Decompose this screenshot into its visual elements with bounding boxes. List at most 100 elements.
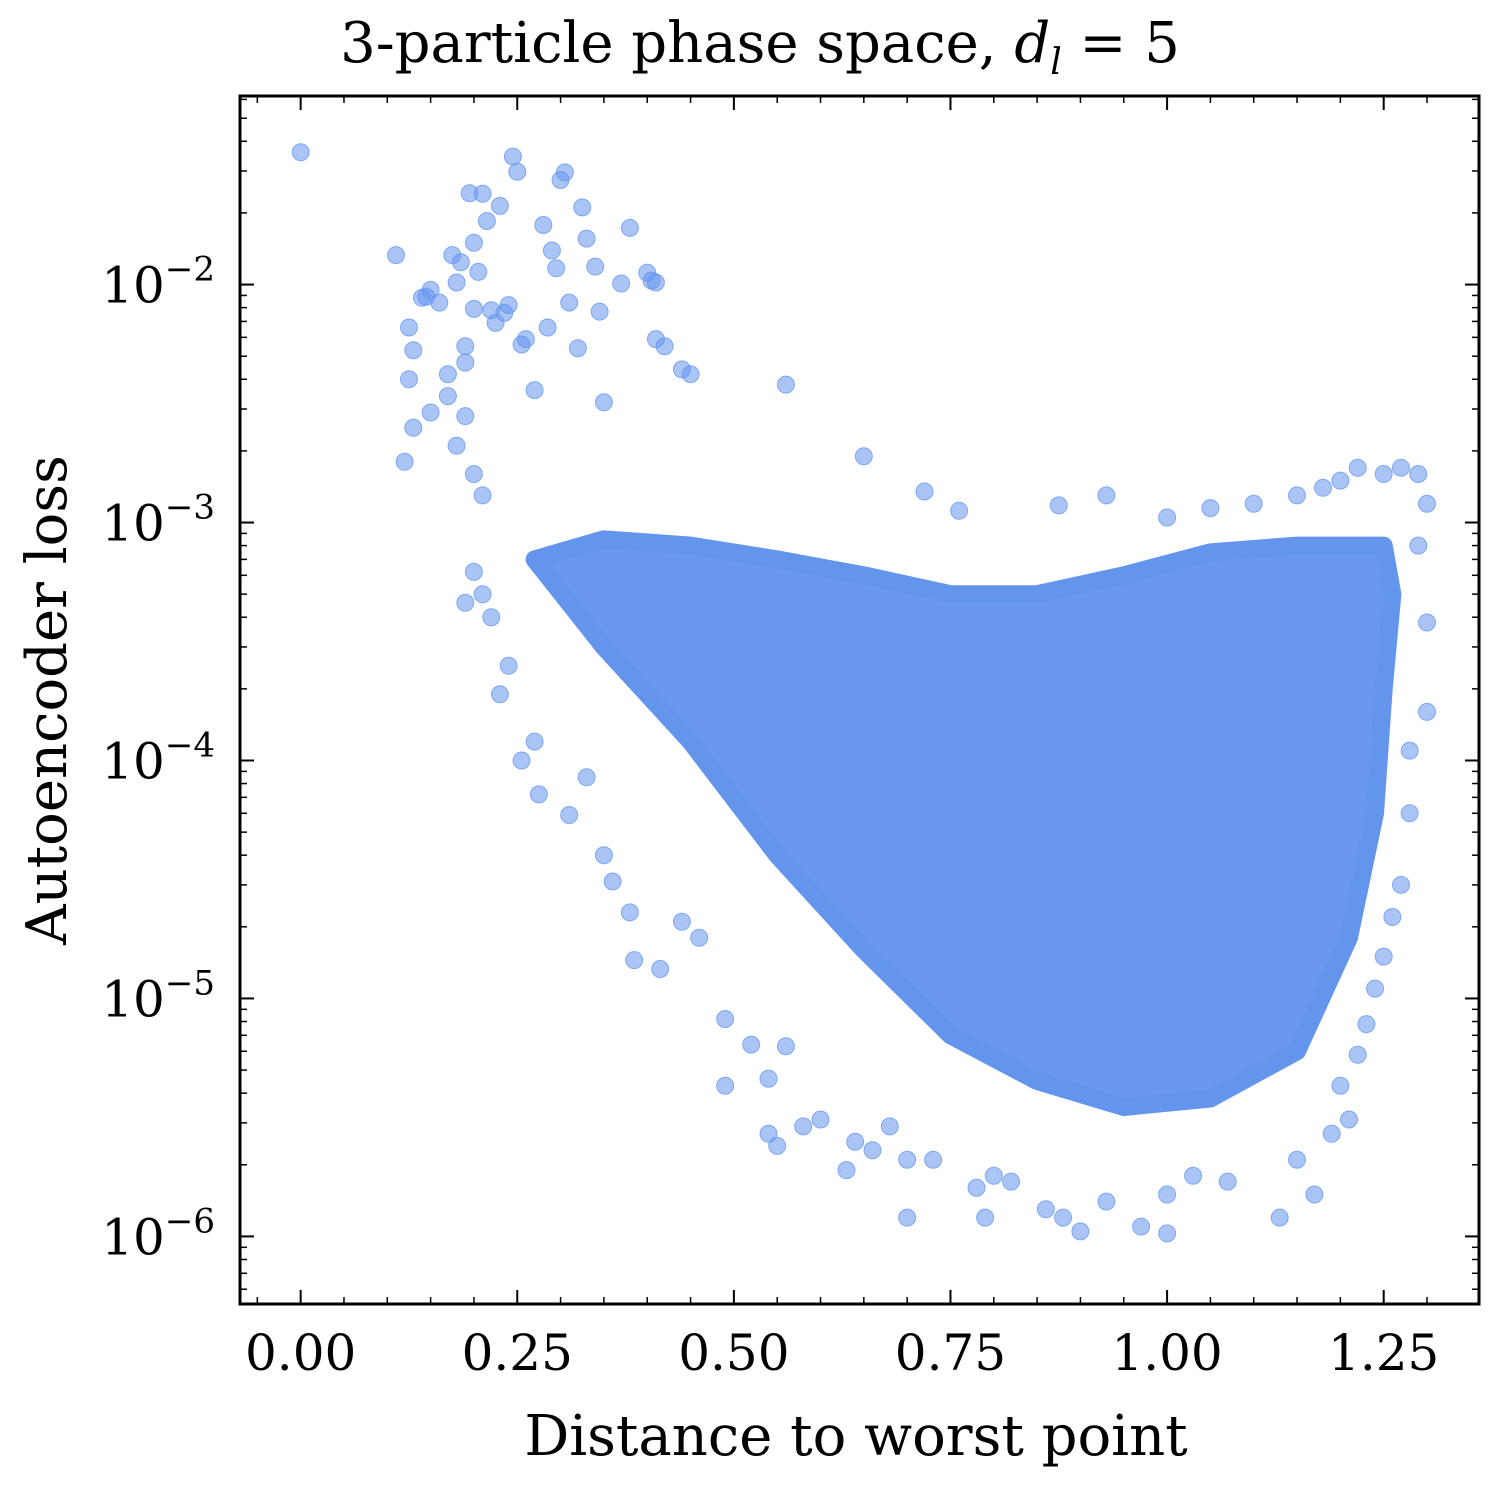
scatter-point [742, 1035, 761, 1054]
scatter-point [525, 381, 544, 400]
scatter-point [1409, 465, 1428, 483]
scatter-point [984, 1166, 1003, 1185]
scatter-point [1348, 458, 1367, 477]
scatter-point [1314, 478, 1332, 497]
scatter-point [594, 393, 613, 412]
scatter-point [1054, 1208, 1073, 1227]
scatter-point [603, 872, 622, 891]
chart-title: 3-particle phase space, dl = 5 [340, 11, 1180, 83]
scatter-point [590, 302, 609, 321]
scatter-point [776, 375, 795, 394]
scatter-point [499, 296, 518, 315]
scatter-point [573, 198, 592, 217]
scatter-point [854, 447, 873, 466]
point-density-cloud [525, 530, 1402, 1116]
x-tick-label: 1.25 [1328, 1324, 1439, 1382]
scatter-point [447, 273, 466, 292]
scatter-point [577, 229, 596, 248]
scatter-point [1288, 1150, 1306, 1169]
scatter-point [1071, 1222, 1090, 1241]
scatter-point [430, 293, 449, 312]
scatter-point [655, 337, 674, 356]
scatter-point [1418, 702, 1436, 721]
scatter-point [1158, 508, 1177, 527]
scatter-point [1097, 1192, 1116, 1211]
scatter-point [1331, 1076, 1350, 1095]
scatter-point [620, 218, 639, 237]
scatter-point [1002, 1172, 1021, 1191]
scatter-point [898, 1150, 917, 1169]
scatter-point [456, 337, 475, 356]
scatter-point [525, 732, 544, 751]
scatter-point [555, 163, 574, 182]
scatter-point [534, 216, 553, 234]
scatter-point [547, 259, 566, 278]
scatter-point [1270, 1208, 1289, 1227]
scatter-point [568, 339, 587, 358]
scatter-point [1392, 458, 1410, 477]
scatter-point [759, 1124, 778, 1143]
scatter-point [1340, 1110, 1358, 1129]
scatter-point [716, 1076, 735, 1095]
scatter-point [421, 403, 440, 422]
y-tick-label: 10−6 [101, 1201, 215, 1266]
scatter-point [1132, 1217, 1151, 1236]
scatter-point [846, 1132, 865, 1151]
scatter-point [1244, 494, 1263, 513]
scatter-point [1383, 908, 1402, 926]
scatter-point [464, 299, 483, 318]
scatter-point [529, 785, 548, 804]
scatter-point [776, 1037, 795, 1056]
scatter-point [291, 143, 310, 162]
y-tick-label: 10−2 [101, 250, 215, 315]
scatter-point [538, 318, 557, 337]
x-tick-label: 0.00 [245, 1324, 356, 1382]
scatter-point [651, 960, 670, 978]
scatter-point [456, 593, 475, 612]
scatter-point [1331, 471, 1350, 490]
scatter-point [716, 1010, 735, 1028]
scatter-point [612, 274, 631, 293]
scatter-point [1218, 1172, 1237, 1191]
y-tick-label: 10−5 [101, 963, 215, 1028]
y-tick-label: 10−4 [101, 725, 215, 790]
scatter-point [1184, 1166, 1203, 1185]
scatter-point [759, 1069, 778, 1088]
scatter-point [469, 262, 488, 281]
scatter-point [1201, 499, 1220, 518]
scatter-point [451, 253, 470, 272]
scatter-point [1305, 1185, 1324, 1204]
scatter-point [594, 846, 613, 865]
scatter-point [490, 685, 509, 704]
scatter-point [508, 162, 527, 181]
scatter-point [690, 928, 709, 947]
scatter-point [1400, 741, 1419, 760]
scatter-point [620, 903, 639, 922]
scatter-point [560, 806, 579, 824]
scatter-point [387, 246, 405, 265]
scatter-point [477, 212, 496, 230]
scatter-point [915, 482, 934, 501]
x-axis-ticks: 0.00 0.25 0.50 0.75 1.00 1.25 [245, 96, 1439, 1382]
scatter-point [499, 656, 518, 675]
scatter-point [1036, 1200, 1055, 1219]
scatter-point [395, 452, 414, 471]
scatter-point [1158, 1224, 1177, 1243]
scatter-point [490, 196, 509, 215]
scatter-point [404, 341, 423, 360]
scatter-point [1348, 1045, 1367, 1064]
scatter-point [1158, 1185, 1177, 1204]
scatter-point [967, 1178, 986, 1197]
scatter-point [404, 418, 423, 437]
scatter-point [625, 951, 644, 970]
scatter-point [794, 1117, 813, 1136]
scatter-point [512, 751, 531, 770]
dense-point-region [525, 530, 1402, 1116]
scatter-point [681, 365, 700, 384]
scatter-point [924, 1150, 943, 1169]
scatter-point [976, 1208, 995, 1227]
scatter-point [837, 1161, 856, 1180]
y-axis-ticks: 10−6 10−5 10−4 10−3 10−2 [101, 98, 1479, 1290]
